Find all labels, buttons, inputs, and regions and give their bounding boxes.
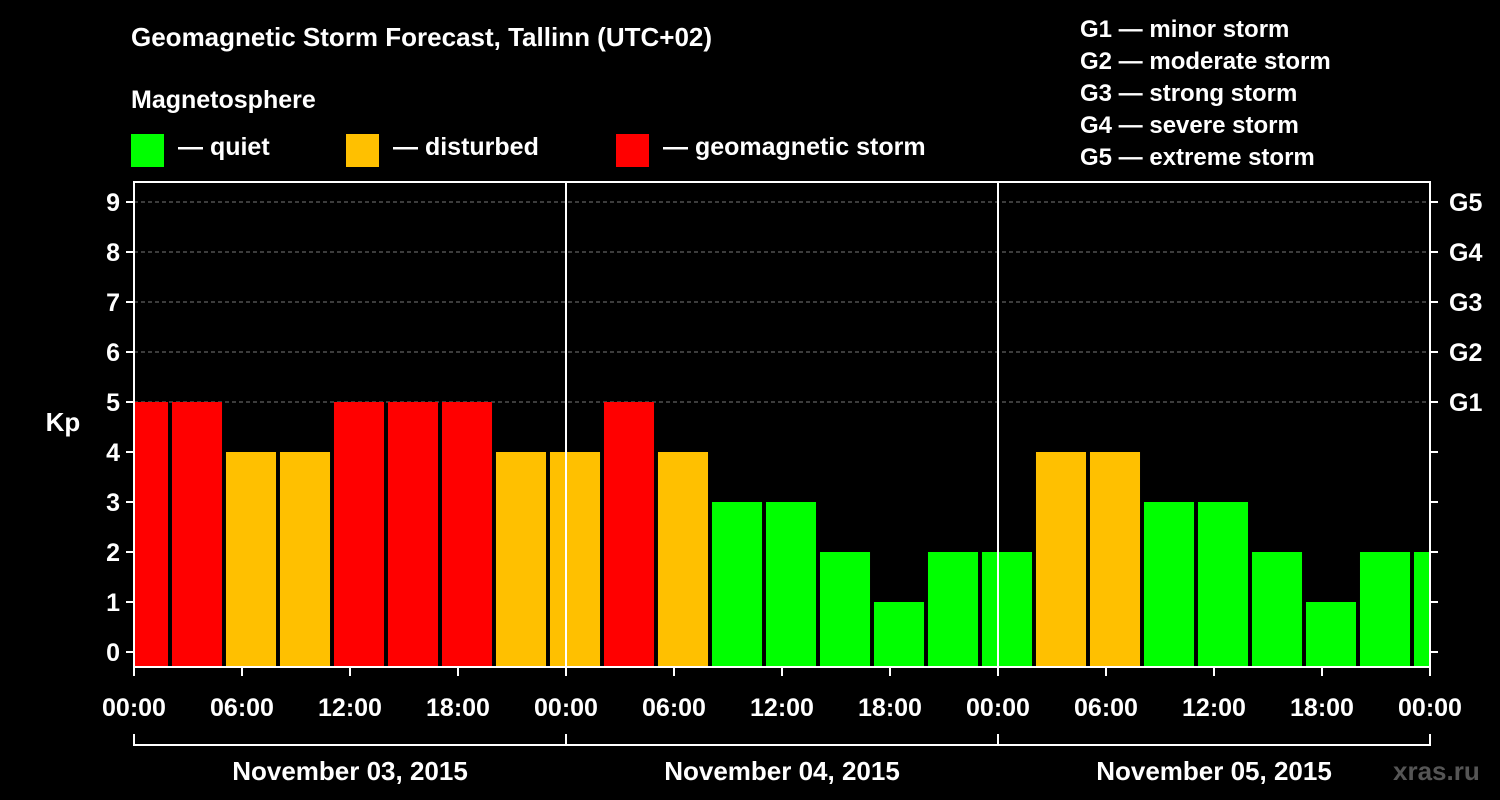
xtick-label-4: 00:00 — [534, 694, 598, 722]
chart-title: Geomagnetic Storm Forecast, Tallinn (UTC… — [131, 22, 713, 52]
storm-scale-g5: G5 — extreme storm — [1080, 144, 1315, 171]
ytick-label-5: 5 — [106, 389, 120, 417]
kp-bar-5 — [387, 402, 439, 667]
xtick-label-10: 12:00 — [1182, 694, 1246, 722]
kp-bar-22 — [1305, 602, 1357, 667]
kp-bar-23 — [1359, 552, 1411, 667]
storm-scale-legend: G1 — minor storm G2 — moderate storm G3 … — [1080, 14, 1331, 174]
kp-bar-4 — [333, 402, 385, 667]
kp-bar-17 — [1035, 452, 1087, 667]
legend-label-disturbed: — disturbed — [393, 133, 539, 161]
legend-swatch-disturbed — [346, 134, 379, 167]
kp-bar-6 — [441, 402, 493, 667]
kp-bar-16 — [981, 552, 1033, 667]
xtick-label-7: 18:00 — [858, 694, 922, 722]
xtick-label-2: 12:00 — [318, 694, 382, 722]
day-label-1: November 04, 2015 — [664, 756, 900, 786]
ytick-label-8: 8 — [106, 239, 120, 267]
storm-level-label-g5: G5 — [1449, 189, 1482, 217]
xtick-label-3: 18:00 — [426, 694, 490, 722]
ytick-label-0: 0 — [106, 639, 120, 667]
watermark: xras.ru — [1393, 756, 1480, 786]
storm-level-label-g3: G3 — [1449, 289, 1482, 317]
xtick-label-5: 06:00 — [642, 694, 706, 722]
xtick-label-6: 12:00 — [750, 694, 814, 722]
ytick-label-1: 1 — [106, 589, 120, 617]
xtick-label-8: 00:00 — [966, 694, 1030, 722]
kp-bar-2 — [225, 452, 277, 667]
storm-level-label-g4: G4 — [1449, 239, 1482, 267]
ytick-label-3: 3 — [106, 489, 120, 517]
legend-label-quiet: — quiet — [178, 133, 270, 161]
storm-level-label-g2: G2 — [1449, 339, 1482, 367]
storm-scale-g4: G4 — severe storm — [1080, 112, 1299, 139]
storm-scale-g1: G1 — minor storm — [1080, 16, 1290, 43]
kp-bar-14 — [873, 602, 925, 667]
xtick-label-1: 06:00 — [210, 694, 274, 722]
ytick-label-4: 4 — [106, 439, 120, 467]
y-axis-label: Kp — [46, 407, 81, 437]
bars-group — [134, 402, 1430, 667]
storm-scale-g2: G2 — moderate storm — [1080, 48, 1331, 75]
kp-bar-9 — [603, 402, 655, 667]
kp-bar-13 — [819, 552, 871, 667]
storm-level-label-g1: G1 — [1449, 389, 1482, 417]
chart-subtitle: Magnetosphere — [131, 86, 316, 114]
ytick-label-2: 2 — [106, 539, 120, 567]
kp-bar-20 — [1197, 502, 1249, 667]
kp-bar-11 — [711, 502, 763, 667]
kp-bar-12 — [765, 502, 817, 667]
kp-bar-10 — [657, 452, 709, 667]
day-label-0: November 03, 2015 — [232, 756, 468, 786]
kp-bar-15 — [927, 552, 979, 667]
kp-bar-7 — [495, 452, 547, 667]
legend-swatch-quiet — [131, 134, 164, 167]
storm-scale-g3: G3 — strong storm — [1080, 80, 1298, 107]
kp-bar-21 — [1251, 552, 1303, 667]
xtick-label-0: 00:00 — [102, 694, 166, 722]
ytick-label-6: 6 — [106, 339, 120, 367]
kp-bar-8 — [549, 452, 601, 667]
kp-bar-18 — [1089, 452, 1141, 667]
kp-bar-0 — [134, 402, 169, 667]
kp-bar-1 — [171, 402, 223, 667]
kp-bar-24 — [1413, 552, 1430, 667]
legend-label-storm: — geomagnetic storm — [663, 133, 926, 161]
ytick-label-7: 7 — [106, 289, 120, 317]
xtick-label-12: 00:00 — [1398, 694, 1462, 722]
kp-bar-19 — [1143, 502, 1195, 667]
kp-bar-3 — [279, 452, 331, 667]
ytick-label-9: 9 — [106, 189, 120, 217]
xtick-label-9: 06:00 — [1074, 694, 1138, 722]
xtick-label-11: 18:00 — [1290, 694, 1354, 722]
day-label-2: November 05, 2015 — [1096, 756, 1332, 786]
legend-swatch-storm — [616, 134, 649, 167]
